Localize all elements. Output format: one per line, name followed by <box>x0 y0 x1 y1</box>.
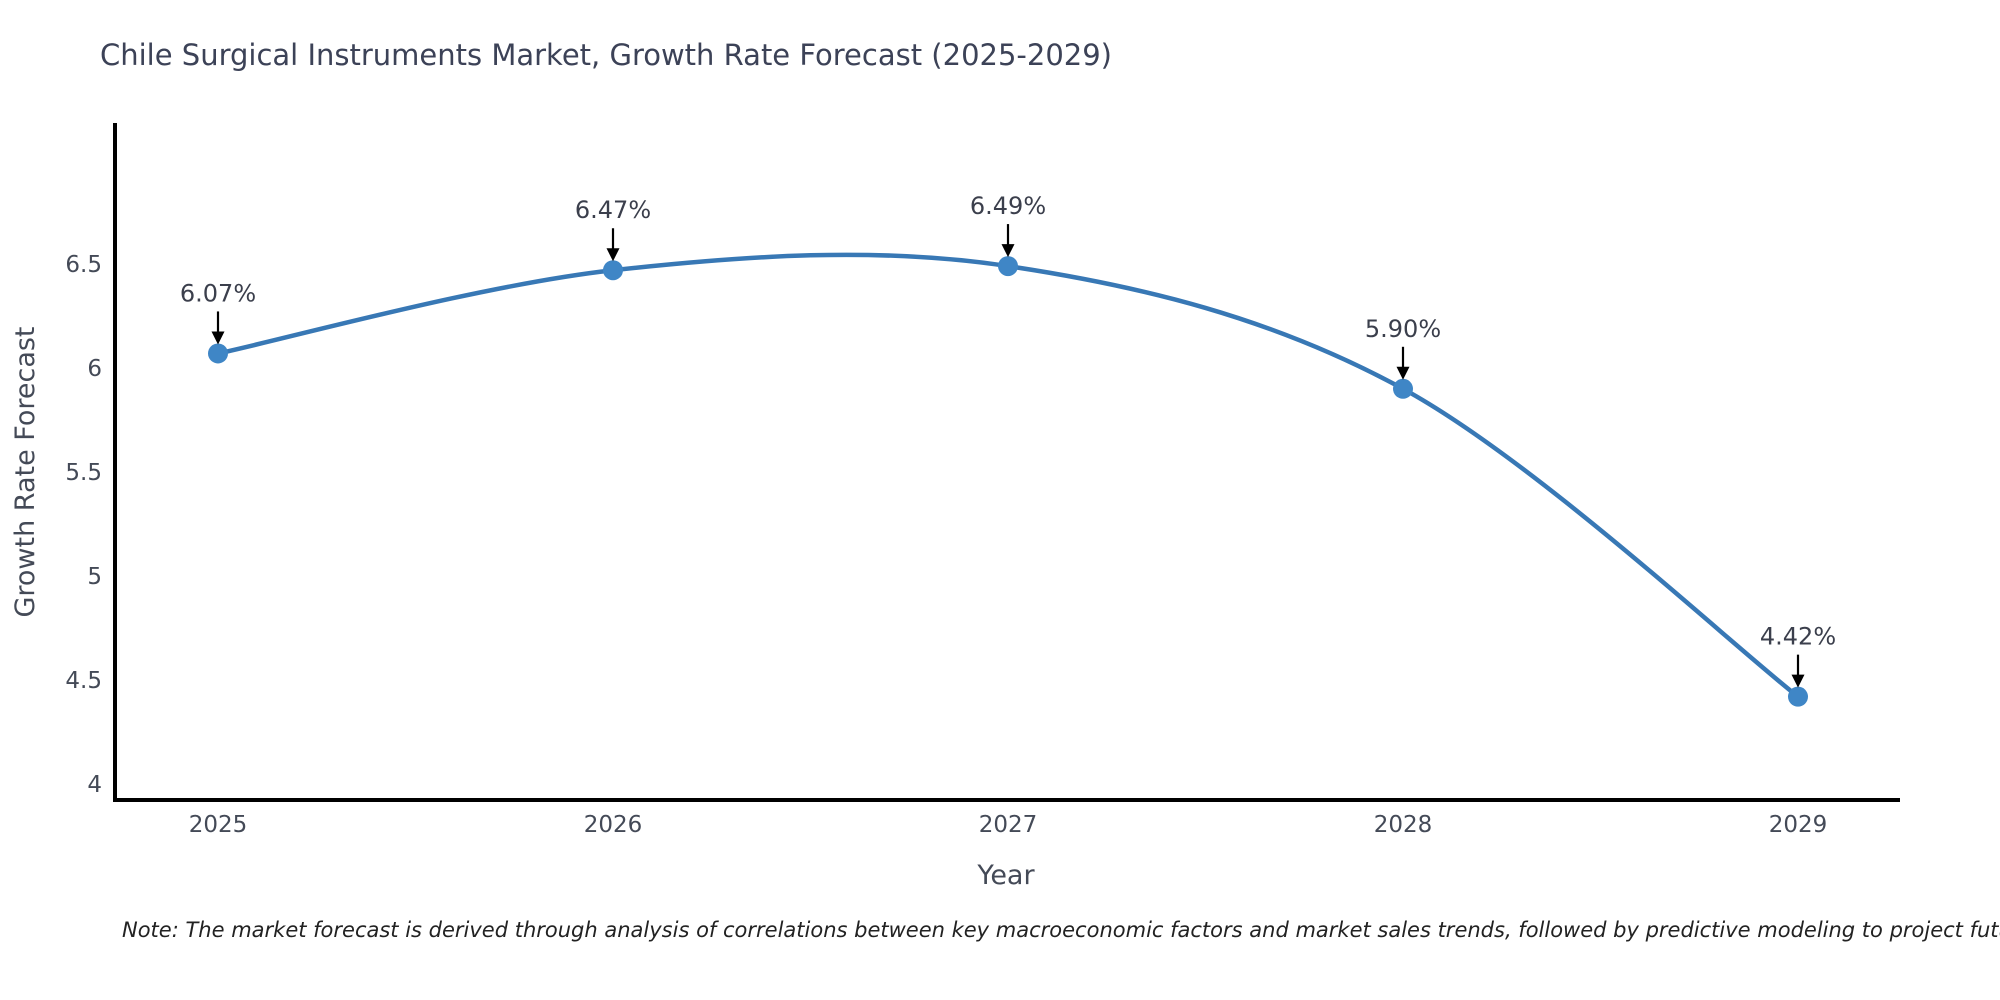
data-point-marker <box>1788 686 1808 707</box>
trend-line <box>215 252 1801 699</box>
y-tick-label: 6 <box>87 356 102 382</box>
annotation-arrowhead <box>1791 674 1805 688</box>
annotation-arrowhead <box>211 331 225 345</box>
data-point-label: 6.49% <box>970 192 1046 220</box>
y-tick-label: 4 <box>87 772 102 798</box>
x-tick-label: 2026 <box>584 812 643 838</box>
data-point-label: 6.47% <box>575 196 651 224</box>
y-tick-label: 6.5 <box>65 252 102 278</box>
chart-title: Chile Surgical Instruments Market, Growt… <box>100 38 1112 72</box>
x-tick-label: 2029 <box>1769 812 1828 838</box>
annotation-arrowhead <box>1001 244 1015 258</box>
y-tick-label: 5 <box>87 564 102 590</box>
x-tick-label: 2025 <box>189 812 248 838</box>
data-point-label: 6.07% <box>180 279 256 307</box>
annotation-arrowhead <box>606 248 620 262</box>
data-point-label: 5.90% <box>1365 315 1441 343</box>
data-point-marker <box>998 256 1018 277</box>
annotation-arrowhead <box>1396 366 1410 380</box>
y-tick-label: 5.5 <box>65 460 102 486</box>
data-point-marker <box>1393 378 1413 399</box>
x-tick-label: 2028 <box>1374 812 1433 838</box>
y-tick-label: 4.5 <box>65 668 102 694</box>
x-axis-title: Year <box>976 860 1035 891</box>
footnote: Note: The market forecast is derived thr… <box>122 918 2000 942</box>
y-axis-title: Growth Rate Forecast <box>10 326 41 617</box>
data-point-label: 4.42% <box>1760 623 1836 651</box>
data-point-marker <box>208 343 228 364</box>
data-point-marker <box>603 260 623 281</box>
x-tick-label: 2027 <box>979 812 1038 838</box>
